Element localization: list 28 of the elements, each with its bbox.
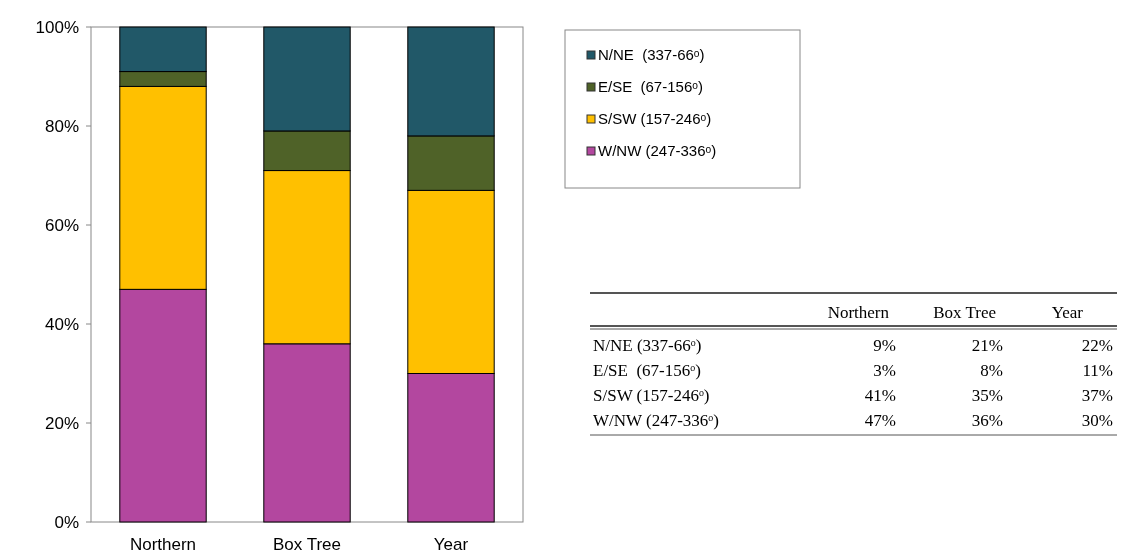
y-tick-label: 40% (44, 314, 79, 334)
data-label: 30% (1081, 411, 1113, 430)
x-tick-label: Year (1051, 303, 1084, 322)
y-tick-label: W/NW (247-336ᵒ) (593, 411, 719, 430)
data-label: 3% (873, 361, 896, 380)
y-tick-label: S/SW (157-246ᵒ) (593, 386, 710, 405)
data-label: 11% (1082, 361, 1113, 380)
x-tick-label: Box Tree (933, 303, 996, 322)
data-label: 22% (1081, 336, 1113, 355)
data-label: 36% (971, 411, 1003, 430)
x-tick-label: Northern (827, 303, 890, 322)
data-label: 37% (1081, 386, 1113, 405)
y-tick-label: 80% (44, 116, 79, 136)
data-label: 21% (971, 336, 1003, 355)
y-tick-label: 20% (44, 413, 79, 433)
data-label: 9% (873, 336, 896, 355)
y-tick-label: 0% (54, 512, 79, 532)
data-label: 35% (971, 386, 1003, 405)
data-label: 41% (864, 386, 896, 405)
data-label: 8% (980, 361, 1003, 380)
data-label: 47% (864, 411, 896, 430)
y-tick-label: 100% (35, 17, 79, 37)
x-tick-label: Year (433, 535, 469, 554)
y-tick-label: N/NE (337-66ᵒ) (593, 336, 702, 355)
x-tick-label: Box Tree (272, 535, 342, 554)
y-tick-label: E/SE (67-156ᵒ) (593, 361, 701, 380)
x-tick-label: Northern (129, 535, 197, 554)
y-tick-label: 60% (44, 215, 79, 235)
